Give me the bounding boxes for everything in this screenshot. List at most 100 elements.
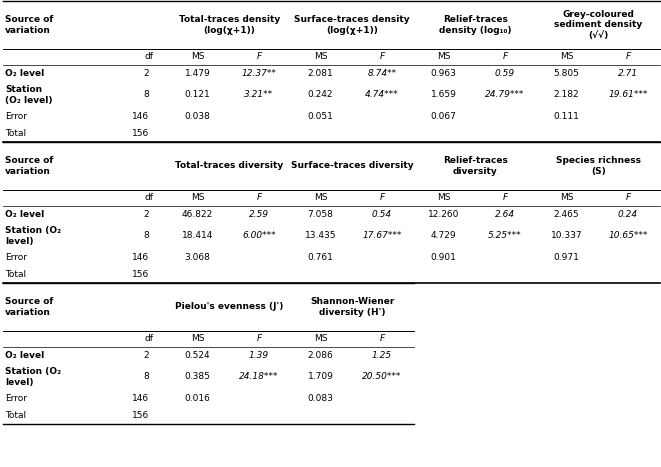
Text: df: df: [145, 334, 153, 343]
Text: MS: MS: [314, 52, 327, 62]
Text: 4.729: 4.729: [431, 232, 456, 241]
Text: 17.67***: 17.67***: [362, 232, 402, 241]
Text: Grey-coloured
sediment density
(√√): Grey-coloured sediment density (√√): [554, 10, 642, 40]
Text: Source of
variation: Source of variation: [5, 156, 54, 176]
Text: MS: MS: [191, 193, 204, 202]
Text: F: F: [379, 52, 385, 62]
Text: 2.71: 2.71: [618, 69, 638, 78]
Text: 0.051: 0.051: [307, 112, 333, 121]
Text: 3.068: 3.068: [184, 253, 210, 262]
Text: 8.74**: 8.74**: [368, 69, 397, 78]
Text: 24.79***: 24.79***: [485, 91, 525, 99]
Text: 0.524: 0.524: [184, 351, 210, 360]
Text: 1.39: 1.39: [249, 351, 269, 360]
Text: Relief-traces
diversity: Relief-traces diversity: [443, 156, 508, 176]
Text: 20.50***: 20.50***: [362, 373, 402, 382]
Text: Pielou's evenness (J'): Pielou's evenness (J'): [175, 303, 284, 311]
Text: 5.25***: 5.25***: [488, 232, 522, 241]
Text: Error: Error: [5, 112, 27, 121]
Text: 19.61***: 19.61***: [608, 91, 648, 99]
Text: 156: 156: [132, 411, 149, 420]
Text: 10.65***: 10.65***: [608, 232, 648, 241]
Text: 0.24: 0.24: [618, 210, 638, 219]
Text: 2.182: 2.182: [554, 91, 579, 99]
Text: MS: MS: [560, 52, 573, 62]
Text: 8: 8: [143, 91, 149, 99]
Text: 1.659: 1.659: [430, 91, 457, 99]
Text: Total-traces density
(log(χ+1)): Total-traces density (log(χ+1)): [178, 15, 280, 35]
Text: 0.016: 0.016: [184, 394, 210, 403]
Text: Station (O₂
level): Station (O₂ level): [5, 226, 61, 246]
Text: Source of
variation: Source of variation: [5, 15, 54, 35]
Text: 0.121: 0.121: [184, 91, 210, 99]
Text: Total: Total: [5, 129, 26, 138]
Text: Species richness
(S): Species richness (S): [556, 156, 641, 176]
Text: 0.038: 0.038: [184, 112, 210, 121]
Text: 6.00***: 6.00***: [242, 232, 276, 241]
Text: MS: MS: [314, 193, 327, 202]
Text: 0.761: 0.761: [307, 253, 333, 262]
Text: Error: Error: [5, 394, 27, 403]
Text: 2: 2: [143, 69, 149, 78]
Text: Shannon-Wiener
diversity (H'): Shannon-Wiener diversity (H'): [310, 297, 395, 317]
Text: MS: MS: [314, 334, 327, 343]
Text: 18.414: 18.414: [182, 232, 214, 241]
Text: 4.74***: 4.74***: [366, 91, 399, 99]
Text: O₂ level: O₂ level: [5, 69, 44, 78]
Text: 0.971: 0.971: [554, 253, 580, 262]
Text: O₂ level: O₂ level: [5, 351, 44, 360]
Text: MS: MS: [437, 193, 450, 202]
Text: 1.25: 1.25: [372, 351, 392, 360]
Text: 13.435: 13.435: [305, 232, 336, 241]
Text: 2.59: 2.59: [249, 210, 269, 219]
Text: F: F: [502, 52, 508, 62]
Text: MS: MS: [191, 334, 204, 343]
Text: 2.64: 2.64: [495, 210, 515, 219]
Text: 0.385: 0.385: [184, 373, 210, 382]
Text: Station (O₂
level): Station (O₂ level): [5, 367, 61, 387]
Text: 2.081: 2.081: [307, 69, 333, 78]
Text: F: F: [625, 193, 631, 202]
Text: F: F: [379, 334, 385, 343]
Text: Surface-traces density
(log(χ+1)): Surface-traces density (log(χ+1)): [294, 15, 410, 35]
Text: 46.822: 46.822: [182, 210, 213, 219]
Text: df: df: [145, 52, 153, 62]
Text: 0.963: 0.963: [430, 69, 457, 78]
Text: 1.709: 1.709: [307, 373, 333, 382]
Text: F: F: [625, 52, 631, 62]
Text: F: F: [256, 193, 262, 202]
Text: 10.337: 10.337: [551, 232, 582, 241]
Text: Error: Error: [5, 253, 27, 262]
Text: 156: 156: [132, 270, 149, 279]
Text: 2.465: 2.465: [554, 210, 579, 219]
Text: 1.479: 1.479: [184, 69, 210, 78]
Text: MS: MS: [560, 193, 573, 202]
Text: F: F: [256, 334, 262, 343]
Text: 0.067: 0.067: [430, 112, 457, 121]
Text: 2: 2: [143, 351, 149, 360]
Text: 0.59: 0.59: [495, 69, 515, 78]
Text: MS: MS: [437, 52, 450, 62]
Text: 156: 156: [132, 129, 149, 138]
Text: O₂ level: O₂ level: [5, 210, 44, 219]
Text: 146: 146: [132, 112, 149, 121]
Text: Station
(O₂ level): Station (O₂ level): [5, 85, 53, 105]
Text: 7.058: 7.058: [307, 210, 333, 219]
Text: F: F: [256, 52, 262, 62]
Text: 24.18***: 24.18***: [239, 373, 279, 382]
Text: df: df: [145, 193, 153, 202]
Text: 146: 146: [132, 253, 149, 262]
Text: Total: Total: [5, 411, 26, 420]
Text: Relief-traces
density (log₁₀): Relief-traces density (log₁₀): [439, 15, 512, 35]
Text: 146: 146: [132, 394, 149, 403]
Text: F: F: [502, 193, 508, 202]
Text: F: F: [379, 193, 385, 202]
Text: 3.21**: 3.21**: [245, 91, 274, 99]
Text: 5.805: 5.805: [554, 69, 580, 78]
Text: 2: 2: [143, 210, 149, 219]
Text: 8: 8: [143, 232, 149, 241]
Text: 0.083: 0.083: [307, 394, 333, 403]
Text: Total-traces diversity: Total-traces diversity: [175, 162, 284, 170]
Text: 0.242: 0.242: [308, 91, 333, 99]
Text: 2.086: 2.086: [307, 351, 333, 360]
